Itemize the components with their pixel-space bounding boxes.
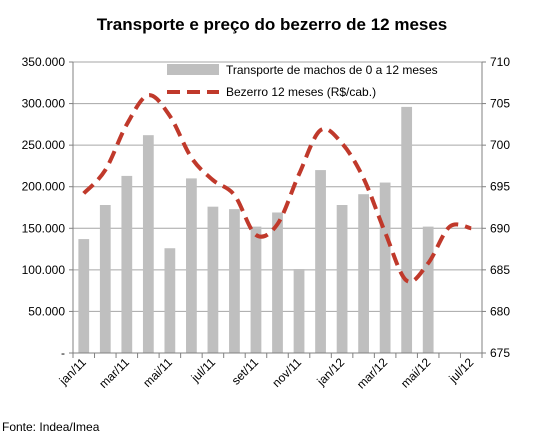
left-axis-tick-label: - [61,346,65,360]
left-axis-tick-label: 350.000 [22,55,66,69]
bar [99,205,111,353]
x-axis-tick-label: mar/12 [354,355,391,392]
left-axis-tick-label: 150.000 [22,221,66,235]
left-axis-tick-label: 100.000 [22,263,66,277]
bar [164,248,176,353]
right-axis-tick-label: 700 [490,138,510,152]
bar [272,212,283,353]
x-axis-tick-label: mai/11 [140,355,175,390]
legend-swatch-bar [167,64,219,75]
line-layer [82,93,472,284]
legend-label-bar: Transporte de machos de 0 a 12 meses [226,63,438,77]
left-axis-tick-label: 200.000 [22,180,66,194]
right-axis-tick-label: 710 [490,55,510,69]
bar [315,170,326,353]
axis-layer: - 50.000 100.000 150.000 200.000 250.000 300.0… [22,55,511,392]
source-note: Fonte: Indea/Imea [2,420,100,434]
left-axis-tick-label: 250.000 [22,138,66,152]
bar-layer [78,106,434,353]
right-axis-tick-label: 675 [490,346,510,360]
bar [142,135,154,353]
legend: Transporte de machos de 0 a 12 meses Beze… [167,63,438,99]
x-axis-tick-label: set/11 [229,355,262,388]
right-axis-tick-label: 685 [490,263,510,277]
x-axis-tick-label: jan/12 [313,355,347,389]
x-axis-tick-label: mai/12 [398,355,434,391]
chart-title: Transporte e preço do bezerro de 12 mese… [97,15,448,34]
bar [358,194,369,353]
bar [401,106,413,353]
x-axis-tick-label: nov/11 [269,355,304,390]
x-axis-tick-label: jul/11 [188,355,218,385]
bar [121,175,133,353]
right-axis-tick-label: 695 [490,180,510,194]
left-axis-tick-label: 50.000 [28,304,65,318]
bezerro-price-line [82,93,472,284]
bar [422,226,434,353]
bar [78,239,90,353]
right-axis-tick-label: 680 [490,304,510,318]
bar [186,178,197,353]
x-axis-tick-label: mar/11 [96,355,132,391]
right-axis-tick-label: 690 [490,221,510,235]
legend-label-line: Bezerro 12 meses (R$/cab.) [226,85,376,99]
bar [250,226,262,353]
bar [379,182,391,353]
bar [293,269,305,353]
bar [229,209,240,353]
bar [207,206,219,353]
left-axis-tick-label: 300.000 [22,97,66,111]
bar [336,205,348,353]
x-axis-tick-label: jul/12 [445,355,476,386]
right-axis-tick-label: 705 [490,97,510,111]
